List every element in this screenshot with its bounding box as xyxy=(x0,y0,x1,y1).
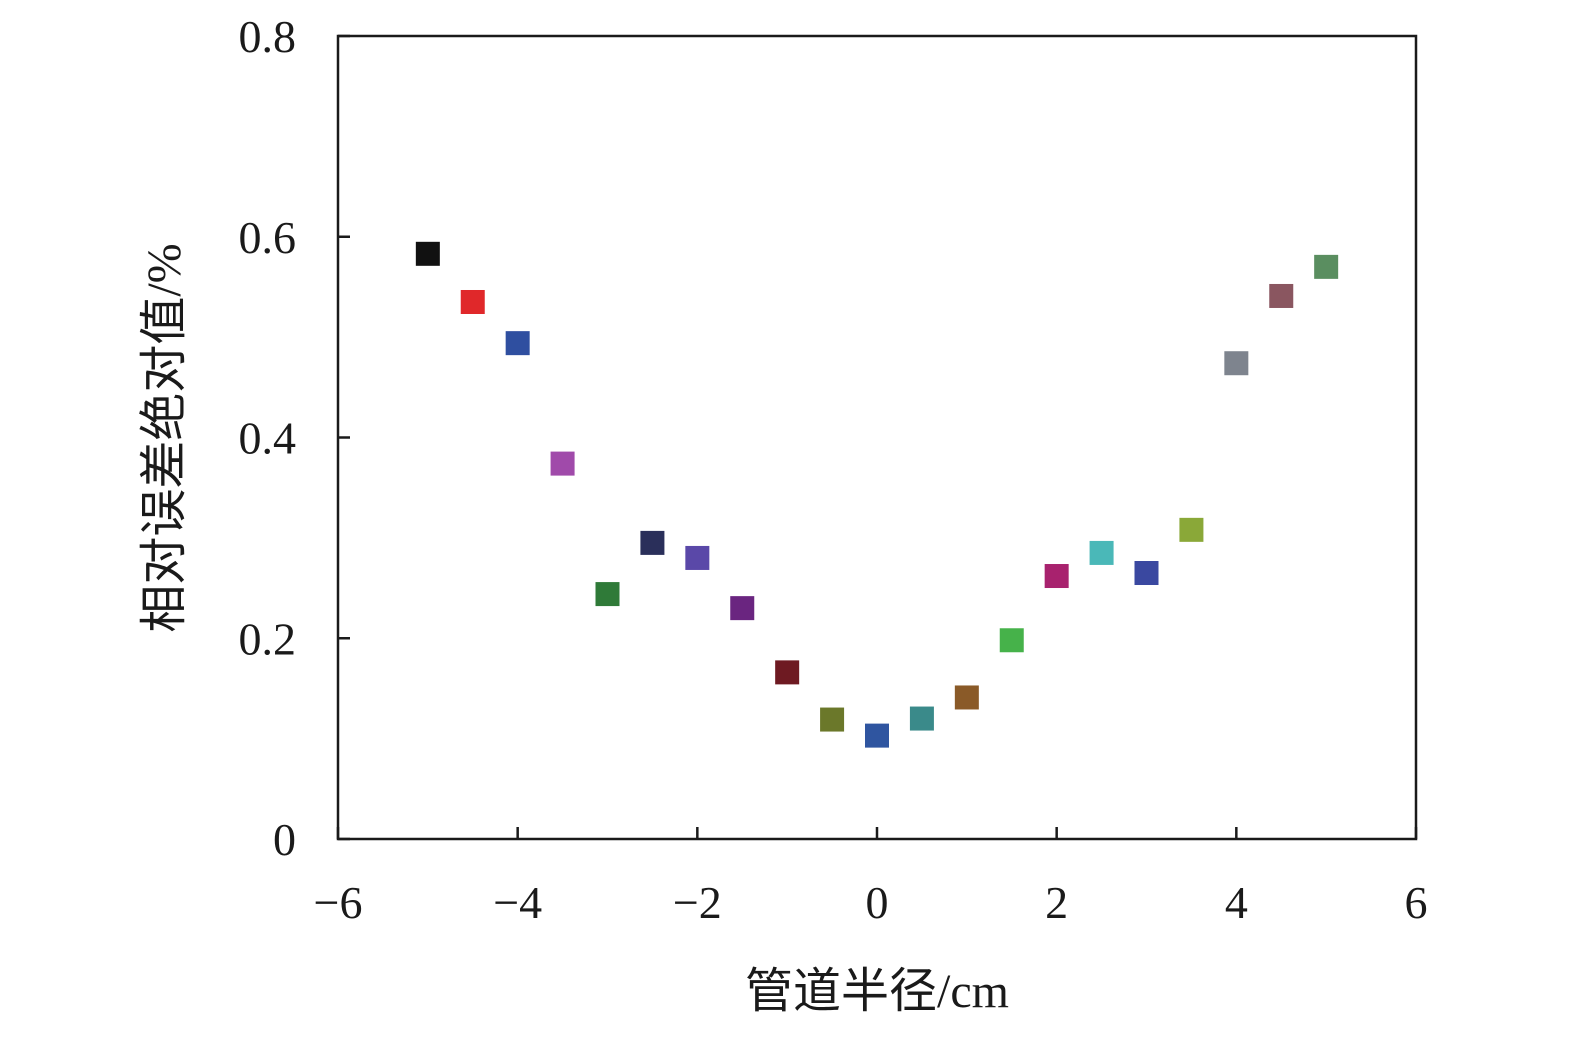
data-point xyxy=(415,241,440,266)
data-point xyxy=(1089,540,1114,565)
y-tick-label: 0.8 xyxy=(239,11,297,62)
y-axis-title: 相对误差绝对值/% xyxy=(138,243,191,632)
data-point xyxy=(1044,564,1069,589)
plot-frame xyxy=(336,34,1418,841)
x-tick-label: −6 xyxy=(314,877,363,928)
y-tick-label: 0.2 xyxy=(239,613,297,664)
data-point xyxy=(460,289,485,314)
x-tick-label: 4 xyxy=(1225,877,1248,928)
data-point xyxy=(640,530,665,555)
x-tick-label: 6 xyxy=(1405,877,1428,928)
data-point xyxy=(595,582,620,607)
data-point xyxy=(865,723,889,748)
data-point xyxy=(954,685,979,710)
data-point xyxy=(505,331,530,356)
ticks-layer xyxy=(336,34,1418,841)
data-point xyxy=(550,451,575,476)
x-axis-title: 管道半径/cm xyxy=(745,965,1009,1018)
y-tick-label: 0.6 xyxy=(239,212,297,263)
x-tick-label: −4 xyxy=(493,877,542,928)
data-point xyxy=(909,706,934,731)
data-point xyxy=(775,660,800,685)
points-layer xyxy=(415,241,1339,748)
data-point xyxy=(1134,561,1159,586)
y-tick-label: 0.4 xyxy=(239,413,297,464)
data-point xyxy=(730,596,755,621)
x-tick-label: 0 xyxy=(866,877,889,928)
x-tick-label: 2 xyxy=(1045,877,1068,928)
labels-layer: −6 −4 −2 0 2 4 6 0 0.2 0.4 0.6 0.8 xyxy=(239,11,1428,928)
data-point xyxy=(820,707,845,732)
x-tick-label: −2 xyxy=(673,877,722,928)
data-point xyxy=(1179,517,1204,542)
data-point xyxy=(1314,254,1339,279)
data-point xyxy=(999,628,1024,653)
data-point xyxy=(685,545,710,570)
data-point xyxy=(1269,283,1294,308)
y-tick-label: 0 xyxy=(273,814,296,865)
data-point xyxy=(1224,351,1249,376)
